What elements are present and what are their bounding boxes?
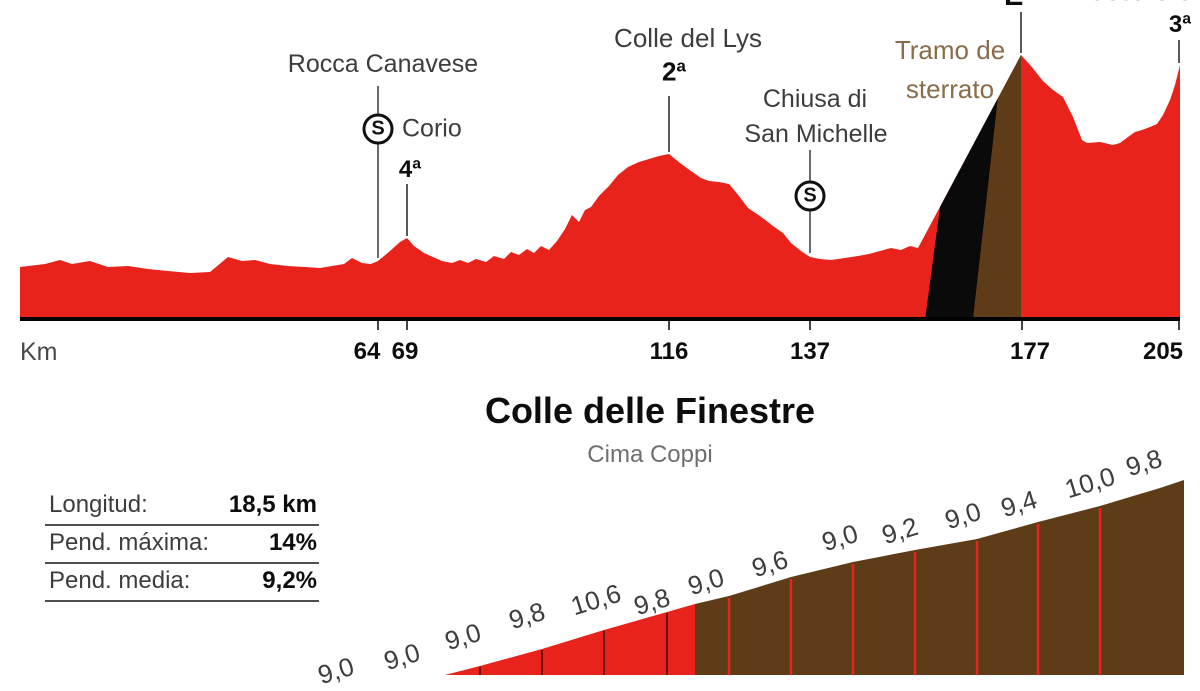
stats-label: Pend. máxima: [49,529,210,556]
km-axis-label: Km [20,338,58,366]
label-tramo-line2: sterrato [905,74,995,104]
giro-stage-infographic: { "colors": { "profile_red": "#e8231c", … [20,0,1193,691]
sprint-badge-corio: S [362,113,394,145]
climb-stats-table: Longitud: 18,5 km Pend. máxima: 14% Pend… [45,488,319,602]
km-label-116: 116 [649,338,689,365]
stage-profile-area [20,55,1180,320]
sprint-badge-chiusa: S [794,180,826,212]
km-label-137: 137 [789,338,831,365]
label-chiusa-line2: San Michelle [744,120,888,148]
sterrato-brown-section [973,55,1021,320]
km-label-64: 64 [353,338,381,365]
stats-label: Longitud: [49,491,148,518]
km-axis-baseline [20,317,1180,321]
label-rocca-canavese: Rocca Canavese [287,50,479,78]
climb-sterrato-area [695,480,1184,675]
stats-label: Pend. media: [49,567,191,594]
climb-title: Colle delle Finestre [484,390,816,431]
sterrato-black-section [925,98,998,320]
stats-value: 18,5 km [228,491,317,518]
stats-value: 9,2% [262,567,317,594]
profile-shapes-canvas [20,12,1184,675]
sprint-s-glyph: S [803,184,817,207]
label-tramo-line1: Tramo de [894,35,1006,65]
stats-row-longitud: Longitud: 18,5 km [45,488,319,526]
climb-asphalt-area [445,604,695,675]
label-cat3: 3ª [1168,11,1192,38]
label-cat2: 2ª [661,56,687,87]
stats-value: 14% [268,529,317,556]
climb-subtitle: Cima Coppi [587,441,713,468]
stats-row-pend-maxima: Pend. máxima: 14% [45,526,319,564]
label-cat4: 4ª [398,156,422,183]
label-colle-del-lys: Colle del Lys [614,23,762,53]
km-label-205: 205 [1142,338,1184,365]
label-sestriere-cropped: Sestriere [1088,0,1192,6]
sprint-s-glyph: S [371,117,385,140]
km-label-177: 177 [1009,338,1051,365]
label-chiusa-line1: Chiusa di [762,85,868,113]
finestre-peak-label-fragment: E [1004,0,1023,11]
km-label-69: 69 [391,338,419,365]
stats-row-pend-media: Pend. media: 9,2% [45,564,319,602]
label-corio: Corio [402,114,462,143]
